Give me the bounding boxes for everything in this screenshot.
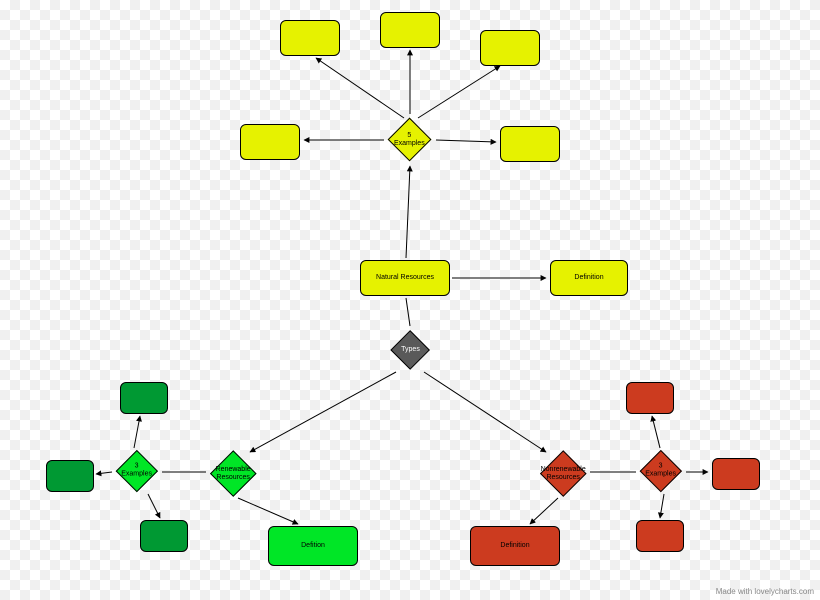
edge: [406, 298, 410, 326]
edge-layer: [0, 0, 820, 600]
edge: [250, 372, 396, 452]
node-ex_a: [280, 20, 340, 56]
node-ren_box_a: [120, 382, 168, 414]
edge: [96, 472, 112, 474]
node-label: Nonrenewable Resources: [540, 465, 585, 480]
node-label: Types: [401, 346, 420, 354]
edge: [424, 372, 546, 452]
edge: [436, 140, 496, 142]
node-label: 3 Examples: [122, 463, 153, 478]
edge: [238, 498, 298, 524]
node-non_box_c: [636, 520, 684, 552]
edge: [148, 494, 160, 518]
node-ex_e: [500, 126, 560, 162]
node-ren_def: Defition: [268, 526, 358, 566]
node-label: 3 Examples: [646, 463, 677, 478]
credit-text: Made with lovelycharts.com: [716, 587, 814, 596]
node-ex_b: [380, 12, 440, 48]
edge: [530, 498, 558, 524]
node-label: Renewable Resources: [215, 465, 250, 480]
node-ren_box_b: [46, 460, 94, 492]
edge: [660, 494, 664, 518]
node-natres: Natural Resources: [360, 260, 450, 296]
node-label: Natural Resources: [376, 274, 434, 282]
node-label: Defition: [301, 542, 325, 550]
node-non_def: Definition: [470, 526, 560, 566]
edge: [418, 66, 500, 118]
node-ex_d: [240, 124, 300, 160]
node-label: Definition: [574, 274, 603, 282]
edge: [134, 416, 140, 448]
node-non_box_a: [626, 382, 674, 414]
edge: [652, 416, 660, 448]
node-ren_box_c: [140, 520, 188, 552]
edge: [316, 58, 404, 118]
edge: [406, 166, 410, 258]
node-def_nat: Definition: [550, 260, 628, 296]
node-ex_c: [480, 30, 540, 66]
node-label: 5 Examples: [395, 132, 426, 147]
node-label: Definition: [500, 542, 529, 550]
node-non_box_b: [712, 458, 760, 490]
